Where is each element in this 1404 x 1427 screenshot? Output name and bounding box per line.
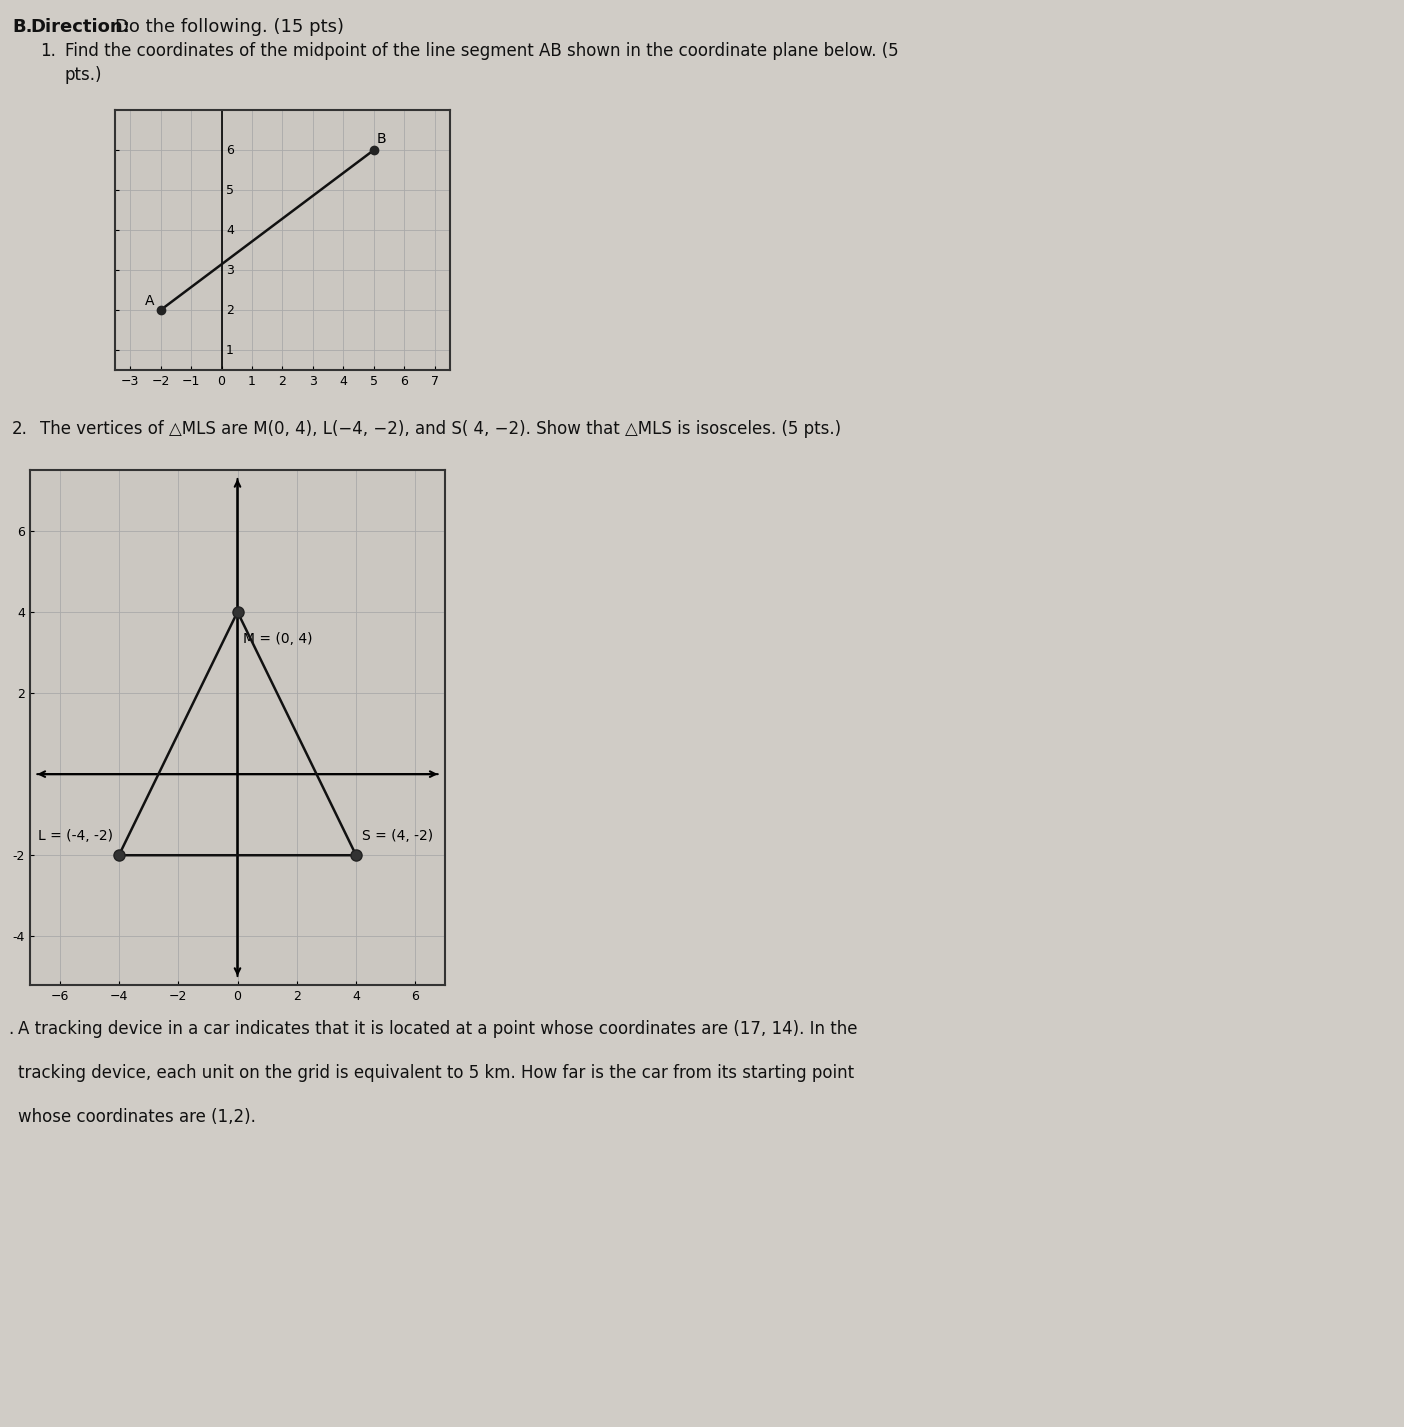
Text: tracking device, each unit on the grid is equivalent to 5 km. How far is the car: tracking device, each unit on the grid i… (18, 1065, 854, 1082)
Text: 3: 3 (226, 264, 234, 277)
Text: B: B (376, 133, 386, 146)
Text: pts.): pts.) (65, 66, 102, 84)
Text: The vertices of △MLS are M(0, 4), L(−4, −2), and S( 4, −2). Show that △MLS is is: The vertices of △MLS are M(0, 4), L(−4, … (39, 420, 841, 438)
Text: Do the following. (15 pts): Do the following. (15 pts) (115, 19, 344, 36)
Text: .: . (8, 1020, 13, 1037)
Text: M = (0, 4): M = (0, 4) (243, 632, 313, 646)
Text: 6: 6 (226, 144, 234, 157)
Text: 1.: 1. (39, 41, 56, 60)
Text: whose coordinates are (1,2).: whose coordinates are (1,2). (18, 1109, 256, 1126)
Text: A tracking device in a car indicates that it is located at a point whose coordin: A tracking device in a car indicates tha… (18, 1020, 858, 1037)
Text: 5: 5 (226, 184, 234, 197)
Text: 2: 2 (226, 304, 234, 317)
Text: B.: B. (13, 19, 32, 36)
Text: S = (4, -2): S = (4, -2) (362, 829, 432, 843)
Text: Direction:: Direction: (29, 19, 129, 36)
Text: 2.: 2. (13, 420, 28, 438)
Text: 1: 1 (226, 344, 234, 357)
Text: L = (-4, -2): L = (-4, -2) (38, 829, 112, 843)
Text: Find the coordinates of the midpoint of the line segment AB shown in the coordin: Find the coordinates of the midpoint of … (65, 41, 899, 60)
Text: A: A (145, 294, 154, 308)
Text: 4: 4 (226, 224, 234, 237)
